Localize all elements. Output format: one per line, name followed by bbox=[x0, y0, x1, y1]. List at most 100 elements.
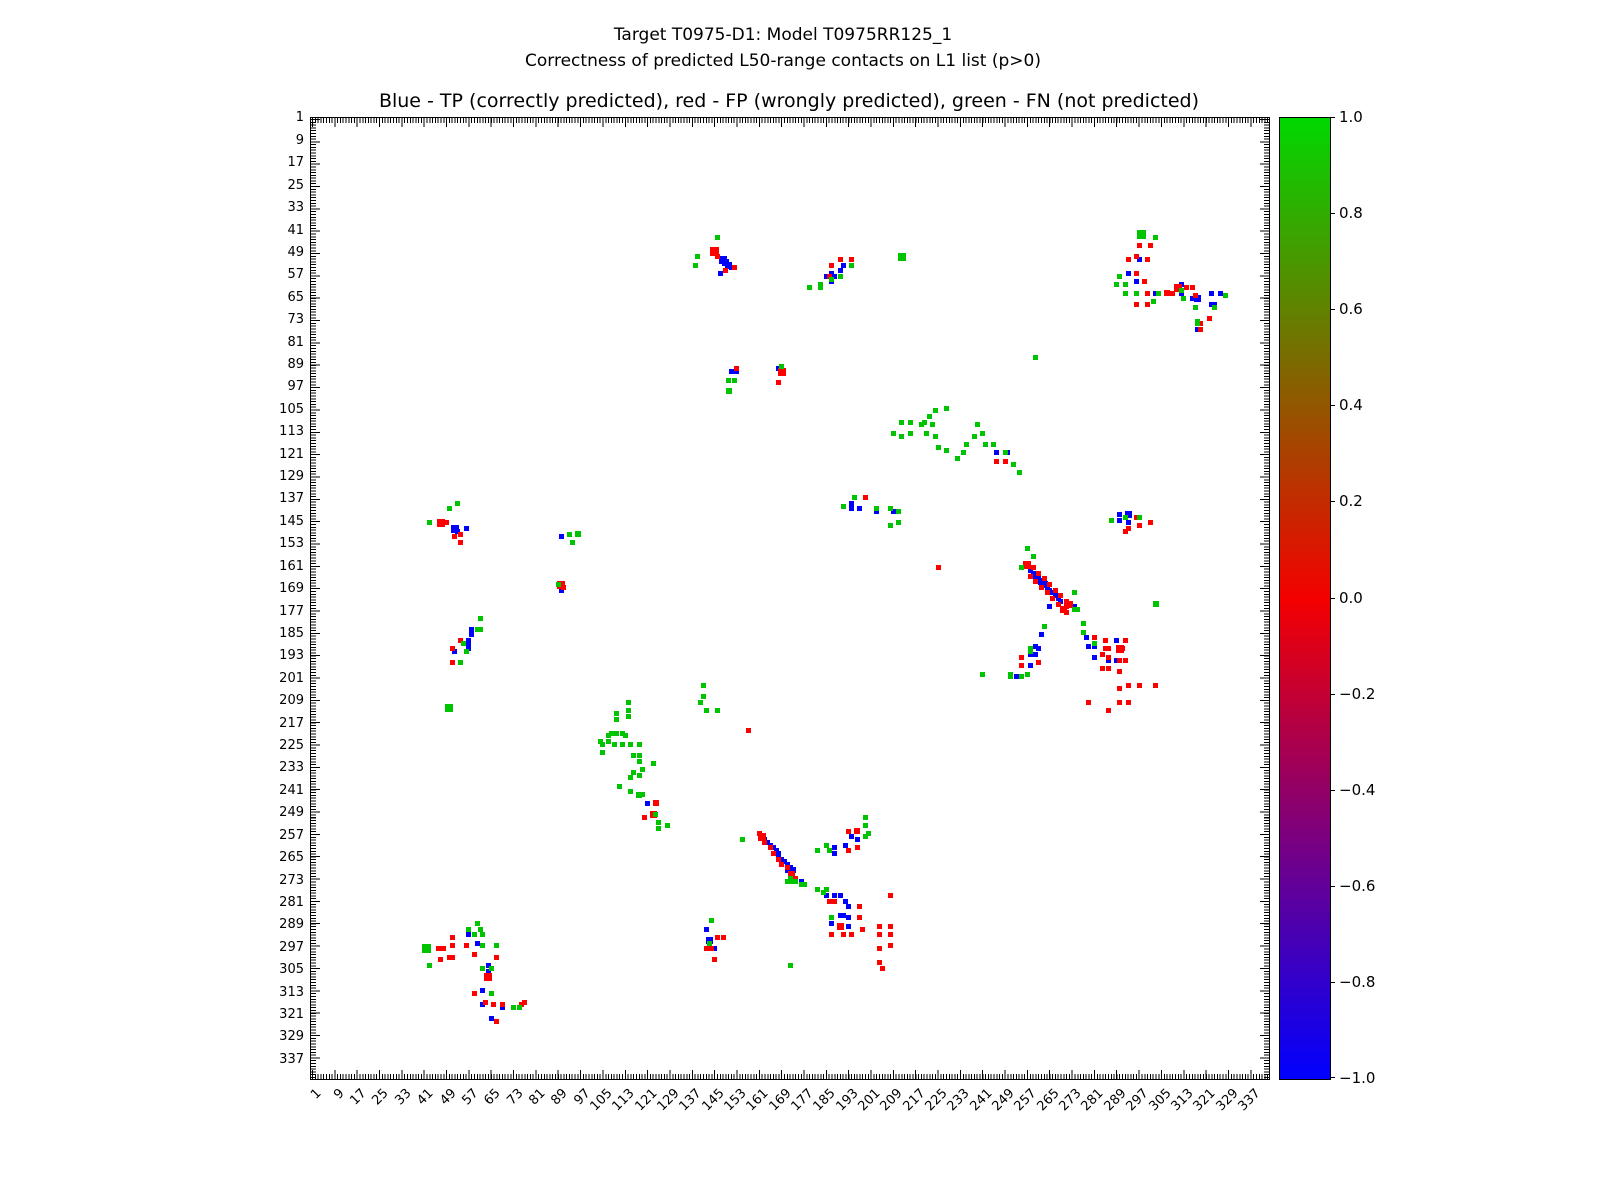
scatter-point bbox=[1170, 290, 1176, 296]
scatter-point bbox=[706, 940, 712, 946]
y-tick-label: 73 bbox=[287, 312, 304, 328]
scatter-point bbox=[793, 876, 799, 882]
scatter-point bbox=[488, 1016, 494, 1022]
scatter-point bbox=[1133, 279, 1139, 285]
scatter-point bbox=[1114, 638, 1120, 643]
scatter-point bbox=[846, 904, 852, 910]
scatter-point bbox=[836, 922, 844, 930]
y-tick-label: 297 bbox=[279, 939, 304, 955]
scatter-point bbox=[821, 890, 826, 896]
scatter-point bbox=[876, 932, 882, 938]
scatter-point bbox=[1153, 234, 1159, 240]
scatter-point bbox=[449, 660, 455, 666]
scatter-point bbox=[485, 968, 491, 974]
scatter-point bbox=[1194, 295, 1202, 303]
colorbar-tick bbox=[1330, 693, 1335, 695]
scatter-point bbox=[779, 363, 785, 369]
colorbar-tick-label: 0.2 bbox=[1339, 492, 1363, 511]
colorbar-tick-label: −0.2 bbox=[1339, 684, 1376, 703]
scatter-point bbox=[700, 694, 706, 700]
scatter-point bbox=[1137, 229, 1147, 239]
scatter-point bbox=[516, 1005, 522, 1011]
scatter-point bbox=[703, 926, 709, 932]
colorbar-tick bbox=[1330, 597, 1335, 599]
scatter-point bbox=[745, 727, 751, 733]
scatter-point bbox=[457, 531, 463, 537]
scatter-point bbox=[888, 943, 893, 949]
scatter-point bbox=[777, 367, 786, 376]
scatter-point bbox=[636, 772, 642, 778]
scatter-point bbox=[1050, 596, 1055, 601]
scatter-point bbox=[832, 893, 838, 898]
scatter-point bbox=[1122, 528, 1128, 534]
scatter-point bbox=[449, 943, 455, 949]
scatter-point bbox=[466, 932, 472, 938]
scatter-point bbox=[664, 822, 670, 828]
y-tick-label: 337 bbox=[279, 1051, 304, 1067]
scatter-point bbox=[1198, 321, 1204, 327]
scatter-point bbox=[1117, 668, 1123, 674]
scatter-point bbox=[1153, 682, 1159, 688]
scatter-point bbox=[558, 587, 564, 593]
x-tick-label: 297 bbox=[1123, 1086, 1152, 1115]
y-tick-label: 305 bbox=[279, 962, 304, 978]
scatter-point bbox=[1019, 674, 1025, 680]
scatter-point bbox=[854, 837, 860, 842]
scatter-point bbox=[1002, 458, 1008, 464]
scatter-point bbox=[427, 963, 433, 968]
scatter-point bbox=[848, 834, 854, 840]
scatter-point bbox=[846, 828, 852, 834]
scatter-point bbox=[1212, 301, 1217, 307]
scatter-point bbox=[943, 405, 949, 411]
scatter-point bbox=[561, 584, 567, 590]
scatter-point bbox=[1038, 584, 1044, 590]
scatter-point bbox=[832, 898, 838, 904]
scatter-point bbox=[656, 820, 662, 826]
x-tick-label: 137 bbox=[676, 1086, 705, 1115]
scatter-point bbox=[832, 845, 838, 851]
scatter-point bbox=[1117, 517, 1123, 523]
scatter-point bbox=[1033, 643, 1039, 649]
scatter-point bbox=[488, 991, 494, 996]
x-tick-label: 9 bbox=[330, 1086, 348, 1103]
x-axis-top-ticks bbox=[311, 118, 1269, 127]
scatter-point bbox=[1103, 638, 1109, 643]
scatter-point bbox=[918, 422, 924, 428]
scatter-point bbox=[717, 271, 723, 276]
scatter-point bbox=[444, 520, 449, 526]
scatter-point bbox=[848, 262, 854, 268]
scatter-point bbox=[890, 430, 896, 436]
scatter-point bbox=[840, 932, 846, 938]
scatter-point bbox=[848, 257, 854, 262]
colorbar-tick-label: 0.4 bbox=[1339, 396, 1363, 415]
scatter-point bbox=[1125, 271, 1131, 276]
scatter-point bbox=[480, 965, 486, 971]
scatter-point bbox=[1209, 301, 1215, 307]
scatter-point bbox=[983, 441, 988, 447]
scatter-point bbox=[1027, 649, 1033, 655]
scatter-point bbox=[837, 273, 843, 279]
scatter-point bbox=[606, 738, 611, 744]
scatter-point bbox=[642, 814, 648, 820]
scatter-point bbox=[1041, 624, 1047, 629]
scatter-point bbox=[1005, 450, 1011, 456]
scatter-point bbox=[639, 766, 645, 772]
scatter-point bbox=[469, 626, 475, 632]
scatter-point bbox=[1147, 243, 1153, 248]
scatter-point bbox=[1033, 579, 1039, 585]
y-tick-label: 65 bbox=[287, 289, 304, 305]
x-tick-label: 73 bbox=[503, 1086, 527, 1109]
scatter-point bbox=[446, 506, 452, 512]
scatter-point bbox=[848, 932, 854, 938]
scatter-point bbox=[703, 708, 709, 714]
x-tick-label: 185 bbox=[810, 1086, 839, 1115]
scatter-point bbox=[457, 540, 463, 545]
scatter-point bbox=[1075, 607, 1081, 613]
scatter-point bbox=[469, 632, 475, 638]
y-tick-label: 113 bbox=[279, 424, 304, 440]
scatter-point bbox=[471, 951, 477, 957]
scatter-point bbox=[846, 915, 852, 921]
scatter-point bbox=[649, 810, 657, 818]
scatter-point bbox=[1133, 254, 1139, 260]
scatter-point bbox=[1136, 257, 1142, 262]
